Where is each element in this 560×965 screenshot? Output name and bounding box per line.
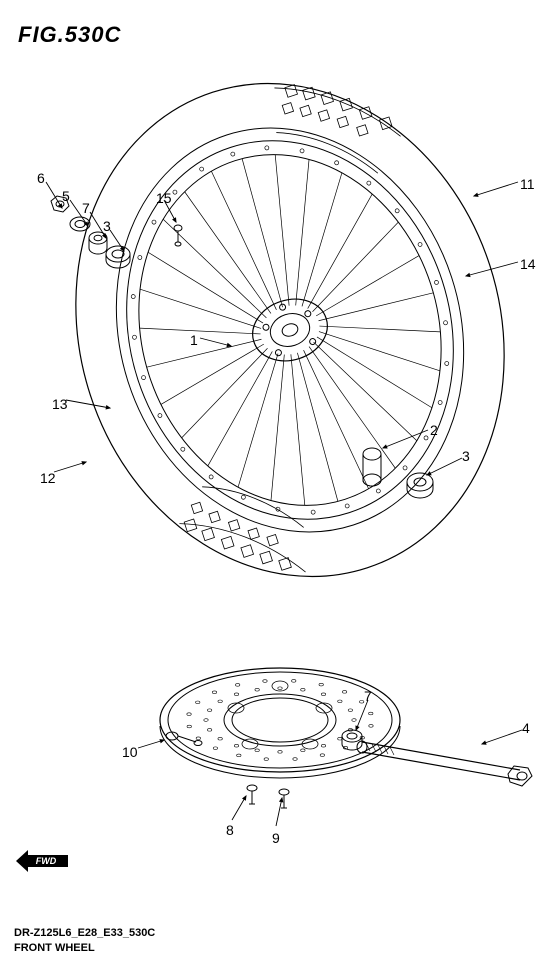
- callout-3: 3: [462, 448, 470, 464]
- footer-block: DR-Z125L6_E28_E33_530C FRONT WHEEL: [14, 926, 155, 957]
- callout-15: 15: [156, 190, 172, 206]
- callout-8: 8: [226, 822, 234, 838]
- callout-4: 4: [522, 720, 530, 736]
- callout-13: 13: [52, 396, 68, 412]
- callout-7: 7: [364, 688, 372, 704]
- callout-1: 1: [190, 332, 198, 348]
- callout-12: 12: [40, 470, 56, 486]
- callout-3: 3: [103, 218, 111, 234]
- callout-9: 9: [272, 830, 280, 846]
- footer-title: FRONT WHEEL: [14, 941, 155, 956]
- exploded-diagram: [0, 0, 560, 965]
- callout-7: 7: [82, 200, 90, 216]
- callout-14: 14: [520, 256, 536, 272]
- fwd-label: FWD: [36, 856, 57, 866]
- callout-2: 2: [430, 422, 438, 438]
- fwd-badge: FWD: [14, 848, 70, 874]
- callout-5: 5: [62, 188, 70, 204]
- footer-code: DR-Z125L6_E28_E33_530C: [14, 926, 155, 941]
- callout-6: 6: [37, 170, 45, 186]
- callout-11: 11: [520, 176, 535, 192]
- callout-10: 10: [122, 744, 138, 760]
